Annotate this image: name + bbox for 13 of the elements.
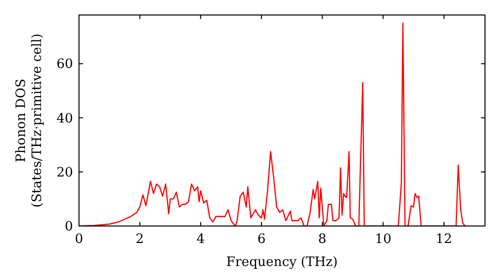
x-tick-label: 8 (318, 232, 326, 247)
y-tick-label: 40 (56, 111, 73, 126)
x-tick-label: 2 (136, 232, 144, 247)
y-axis-title: Phonon DOS (States/THz·primitive cell) (14, 33, 45, 208)
y-tick-label: 0 (64, 220, 73, 234)
x-tick-label: 0 (74, 232, 84, 247)
x-tick-label: 10 (374, 232, 392, 247)
x-tick-label: 12 (436, 232, 452, 247)
x-tick-label: 6 (257, 232, 266, 247)
y-tick-label: 60 (56, 57, 73, 72)
x-tick-label: 4 (196, 232, 205, 247)
y-tick-label: 20 (56, 165, 73, 180)
x-axis-title: Frequency (THz) (226, 255, 338, 270)
